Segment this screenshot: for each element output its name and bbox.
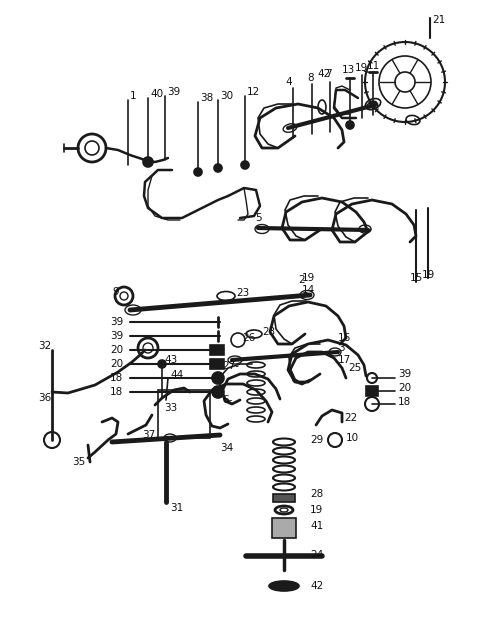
- Text: 21: 21: [432, 15, 445, 25]
- Circle shape: [346, 121, 354, 129]
- Text: 20: 20: [398, 383, 411, 393]
- Text: 27-: 27-: [222, 361, 239, 371]
- Text: 15: 15: [410, 273, 423, 283]
- Text: 39: 39: [110, 317, 123, 327]
- Text: 16: 16: [338, 333, 351, 343]
- Bar: [366, 386, 378, 396]
- Text: 22: 22: [344, 413, 357, 423]
- Text: 39: 39: [398, 369, 411, 379]
- Text: 23: 23: [262, 327, 275, 337]
- Text: 39: 39: [167, 87, 180, 97]
- Text: 26: 26: [242, 333, 255, 343]
- Text: 28: 28: [310, 489, 323, 499]
- Ellipse shape: [269, 581, 299, 591]
- Text: 36: 36: [38, 393, 51, 403]
- Text: 19: 19: [355, 63, 368, 73]
- Text: 25: 25: [348, 363, 361, 373]
- Bar: [210, 345, 224, 355]
- Circle shape: [212, 386, 224, 398]
- Circle shape: [158, 360, 166, 368]
- Text: 42: 42: [310, 581, 323, 591]
- Bar: [272, 518, 296, 538]
- Text: 4: 4: [285, 77, 292, 87]
- Text: 18: 18: [398, 397, 411, 407]
- Text: 19: 19: [422, 270, 435, 280]
- Circle shape: [143, 157, 153, 167]
- Text: 31: 31: [170, 503, 183, 513]
- Text: 13: 13: [342, 65, 355, 75]
- Text: 37: 37: [142, 430, 155, 440]
- Text: 12: 12: [247, 87, 260, 97]
- Text: 40: 40: [150, 89, 163, 99]
- Text: 7: 7: [325, 69, 332, 79]
- Text: 44: 44: [170, 370, 183, 380]
- Text: 33: 33: [164, 403, 177, 413]
- Circle shape: [212, 372, 224, 384]
- Text: 29: 29: [310, 435, 323, 445]
- Circle shape: [214, 164, 222, 172]
- Text: 19: 19: [302, 273, 315, 283]
- Text: 14: 14: [302, 285, 315, 295]
- Text: 1: 1: [130, 91, 137, 101]
- Text: 39: 39: [110, 331, 123, 341]
- Text: 43: 43: [164, 355, 177, 365]
- Text: 5: 5: [255, 213, 262, 223]
- Text: 8: 8: [307, 73, 313, 83]
- Text: 19: 19: [310, 505, 323, 515]
- Text: 2: 2: [298, 275, 305, 285]
- Text: 34: 34: [220, 443, 233, 453]
- Text: 35: 35: [72, 457, 85, 467]
- Text: 32: 32: [38, 341, 51, 351]
- Circle shape: [194, 168, 202, 176]
- Text: 41: 41: [310, 521, 323, 531]
- Text: 20: 20: [110, 345, 123, 355]
- Text: 18: 18: [110, 387, 123, 397]
- Text: 10: 10: [346, 433, 359, 443]
- Text: 24: 24: [310, 550, 323, 560]
- Bar: [210, 359, 224, 369]
- Text: 23: 23: [236, 288, 249, 298]
- Text: 38: 38: [200, 93, 213, 103]
- Text: 20: 20: [110, 359, 123, 369]
- Text: 42: 42: [317, 69, 330, 79]
- Text: 18: 18: [110, 373, 123, 383]
- Text: 30: 30: [220, 91, 233, 101]
- Text: 17: 17: [338, 355, 351, 365]
- Bar: [158, 390, 210, 438]
- Text: 6-: 6-: [222, 395, 232, 405]
- Text: 11: 11: [367, 61, 380, 71]
- Circle shape: [241, 161, 249, 169]
- Bar: [273, 494, 295, 502]
- Text: 9: 9: [112, 287, 119, 297]
- Text: 3: 3: [338, 343, 345, 353]
